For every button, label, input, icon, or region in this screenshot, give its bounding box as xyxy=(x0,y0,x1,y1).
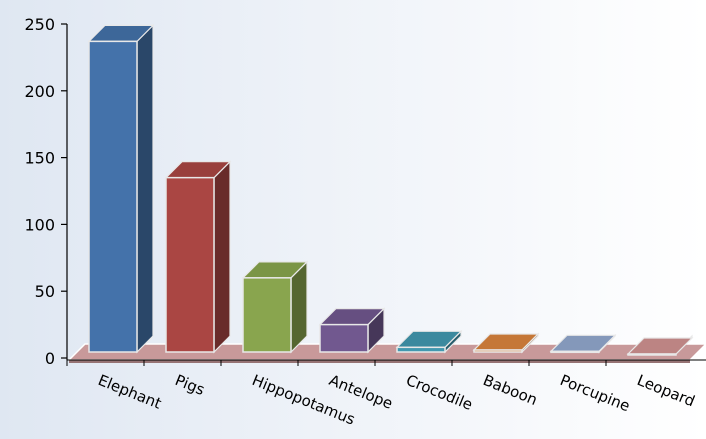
bar-elephant xyxy=(87,23,155,354)
x-tick-label: Elephant xyxy=(96,371,164,413)
bar-hippopotamus xyxy=(241,260,309,354)
x-tick-label: Pigs xyxy=(173,371,208,399)
bar-front xyxy=(396,346,446,353)
bar-front xyxy=(165,176,215,353)
y-tick-label: 200 xyxy=(24,82,55,101)
y-tick-label: 150 xyxy=(24,149,55,168)
x-tick-label: Crocodile xyxy=(404,371,476,414)
bar-front xyxy=(242,277,292,353)
bars xyxy=(87,23,694,356)
bar-antelope xyxy=(318,307,386,354)
x-tick-label: Leopard xyxy=(635,371,698,410)
y-tick-label: 0 xyxy=(45,349,55,368)
bar-front xyxy=(627,353,677,356)
x-tick-label: Porcupine xyxy=(558,371,633,415)
bar-leopard xyxy=(626,334,694,356)
floor-plane xyxy=(67,343,706,361)
y-tick-label: 250 xyxy=(24,15,55,34)
bar-crocodile xyxy=(395,329,463,354)
y-tick-label: 100 xyxy=(24,215,55,234)
bar-pigs xyxy=(164,160,232,354)
floor-edge xyxy=(69,360,690,363)
bar-side xyxy=(136,23,154,354)
bar-front xyxy=(319,323,369,353)
bar-porcupine xyxy=(549,333,617,354)
x-tick-label: Baboon xyxy=(481,371,540,409)
bar-front xyxy=(88,40,138,353)
bar-baboon xyxy=(472,332,540,354)
y-axis: 0 50 100 150 200 250 xyxy=(24,15,706,368)
bar-front xyxy=(473,349,523,353)
y-tick-label: 50 xyxy=(35,282,55,301)
bar-front xyxy=(550,350,600,354)
bar-side xyxy=(213,160,231,354)
